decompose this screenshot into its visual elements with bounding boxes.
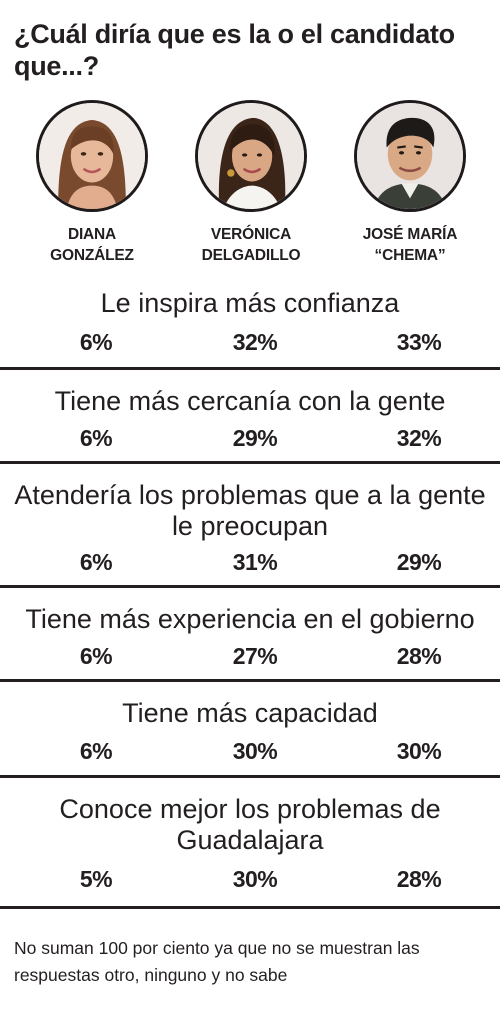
value-chema: 28% xyxy=(396,866,442,892)
candidate-column-diana: DIANA GONZÁLEZ xyxy=(12,100,172,266)
value-diana: 5% xyxy=(79,866,113,892)
value-veronica: 30% xyxy=(232,866,278,892)
value-veronica: 29% xyxy=(232,425,278,451)
value-row: 6% 27% 28% xyxy=(0,639,500,673)
value-diana: 6% xyxy=(79,329,113,355)
candidate-name-line1: VERÓNICA xyxy=(210,226,292,243)
candidate-name-diana: DIANA GONZÁLEZ xyxy=(12,224,172,266)
value-diana: 6% xyxy=(79,425,113,451)
question-row: Tiene más capacidad 6% 30% 30% xyxy=(0,682,500,778)
question-row: Conoce mejor los problemas de Guadalajar… xyxy=(0,778,500,909)
value-veronica: 32% xyxy=(232,329,278,355)
value-chema: 29% xyxy=(396,549,442,575)
value-row: 6% 32% 33% xyxy=(0,325,500,359)
candidate-name-line2: GONZÁLEZ xyxy=(50,247,134,264)
candidate-name-chema: JOSÉ MARÍA “CHEMA” xyxy=(330,224,490,266)
value-row: 6% 30% 30% xyxy=(0,734,500,768)
value-chema: 28% xyxy=(396,643,442,669)
candidate-photo-diana xyxy=(36,100,148,212)
question-row: Tiene más cercanía con la gente 6% 29% 32% xyxy=(0,370,500,464)
candidate-name-line2: “CHEMA” xyxy=(374,247,446,264)
candidate-name-line1: DIANA xyxy=(67,226,117,243)
value-diana: 6% xyxy=(79,738,113,764)
candidate-column-veronica: VERÓNICA DELGADILLO xyxy=(171,100,331,266)
footnote: No suman 100 por ciento ya que no se mue… xyxy=(14,938,420,985)
candidate-name-line2: DELGADILLO xyxy=(201,247,301,264)
results-table: Le inspira más confianza 6% 32% 33% Tiene má… xyxy=(0,278,500,909)
value-row: 6% 31% 29% xyxy=(0,545,500,579)
value-chema: 30% xyxy=(396,738,442,764)
value-diana: 6% xyxy=(79,549,113,575)
value-row: 6% 29% 32% xyxy=(0,421,500,455)
candidate-name-line1: JOSÉ MARÍA xyxy=(362,226,458,243)
question-label: Atendería los problemas que a la gente l… xyxy=(14,480,486,541)
candidates-header: DIANA GONZÁLEZ VERÓNICA DELGADILLO xyxy=(0,100,500,280)
question-label: Tiene más experiencia en el gobierno xyxy=(25,604,475,634)
candidate-photo-chema xyxy=(354,100,466,212)
question-label: Conoce mejor los problemas de Guadalajar… xyxy=(59,794,441,855)
question-label: Le inspira más confianza xyxy=(100,288,400,318)
question-row: Tiene más experiencia en el gobierno 6% 27… xyxy=(0,588,500,682)
value-diana: 6% xyxy=(79,643,113,669)
value-veronica: 31% xyxy=(232,549,278,575)
question-label: Tiene más cercanía con la gente xyxy=(54,386,446,416)
value-veronica: 27% xyxy=(232,643,278,669)
value-chema: 32% xyxy=(396,425,442,451)
value-veronica: 30% xyxy=(232,738,278,764)
candidate-name-veronica: VERÓNICA DELGADILLO xyxy=(171,224,331,266)
value-chema: 33% xyxy=(396,329,442,355)
candidate-photo-veronica xyxy=(195,100,307,212)
candidate-column-chema: JOSÉ MARÍA “CHEMA” xyxy=(330,100,490,266)
value-row: 5% 30% 28% xyxy=(0,862,500,896)
question-row: Le inspira más confianza 6% 32% 33% xyxy=(0,278,500,370)
page-title: ¿Cuál diría que es la o el candidato que… xyxy=(14,19,455,81)
question-row: Atendería los problemas que a la gente l… xyxy=(0,464,500,588)
question-label: Tiene más capacidad xyxy=(122,698,378,728)
